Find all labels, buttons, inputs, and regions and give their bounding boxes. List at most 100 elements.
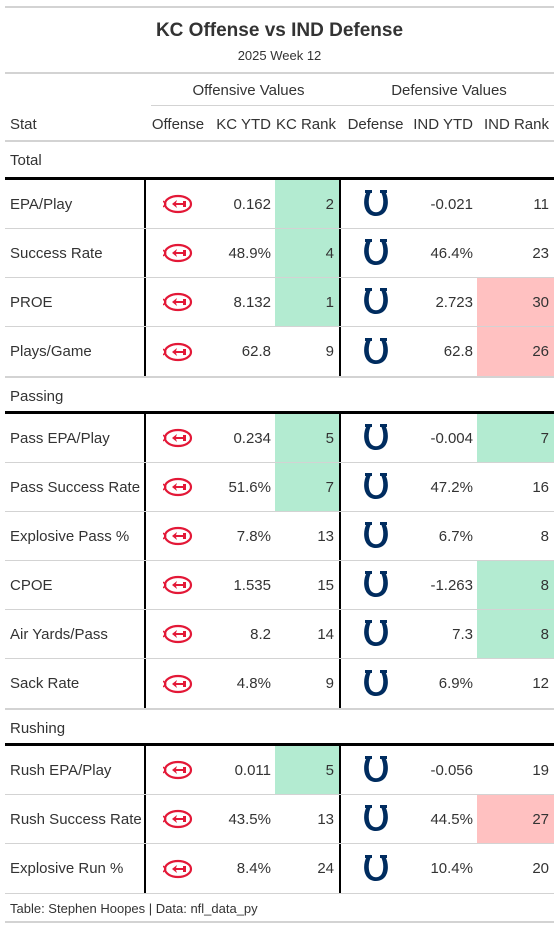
kc-rank-value: 5 (275, 414, 341, 462)
spanner-defensive-label: Defensive Values (391, 82, 507, 99)
ind-rank-value: 30 (477, 278, 554, 326)
ind-rank-value: 27 (477, 795, 554, 843)
kc-rank-value: 9 (275, 659, 341, 708)
kc-ytd-value: 62.8 (241, 343, 271, 360)
kc-rank-value: 15 (275, 561, 341, 609)
kc-rank-value: 1 (275, 278, 341, 326)
table-footer: Table: Stephen Hoopes | Data: nfl_data_p… (5, 893, 554, 923)
ind-ytd-value: 10.4% (430, 860, 473, 877)
ind-rank-value: 12 (532, 675, 549, 692)
table-row: Rush Success Rate 43.5% 13 44.5% 27 (5, 795, 554, 844)
chiefs-logo-icon (146, 659, 210, 708)
kc-rank-value: 9 (275, 327, 341, 376)
spanner-row: Offensive Values Defensive Values (5, 74, 554, 108)
chiefs-logo-icon (146, 561, 210, 609)
spanner-offensive-values: Offensive Values (151, 74, 346, 108)
ind-rank-value: 7 (477, 414, 554, 462)
table-row: Explosive Pass % 7.8% 13 6.7% 8 (5, 512, 554, 561)
ind-rank-value: 19 (532, 761, 549, 779)
kc-ytd-value: 0.011 (234, 761, 271, 779)
kc-ytd-value: 43.5% (228, 810, 271, 828)
stat-label: Sack Rate (5, 659, 146, 708)
stat-label: Pass Success Rate (5, 463, 146, 511)
kc-ytd-value: 0.162 (233, 195, 271, 213)
ind-rank-value: 8 (477, 561, 554, 609)
stat-label: EPA/Play (5, 180, 146, 228)
ind-rank-value: 20 (532, 860, 549, 877)
table-body: Total EPA/Play 0.162 2 -0.021 11 Success Rat… (5, 142, 554, 893)
group-row-rushing: Rushing (5, 708, 554, 746)
col-header-kc-rank: KC Rank (275, 115, 336, 133)
ind-rank-value: 16 (532, 478, 549, 496)
kc-rank-value: 13 (275, 795, 341, 843)
kc-ytd-value: 48.9% (228, 244, 271, 262)
colts-horseshoe-icon (341, 229, 410, 277)
ind-ytd-value: -0.056 (430, 761, 473, 779)
ind-rank-value: 8 (477, 610, 554, 658)
ind-rank-value: 8 (540, 527, 549, 545)
ind-ytd-value: -1.263 (430, 576, 473, 594)
chiefs-logo-icon (146, 512, 210, 560)
colts-horseshoe-icon (341, 180, 410, 228)
table-row: Pass Success Rate 51.6% 7 47.2% 16 (5, 463, 554, 512)
kc-ytd-value: 8.132 (233, 293, 271, 311)
colts-horseshoe-icon (341, 795, 410, 843)
ind-ytd-value: 62.8 (443, 343, 473, 360)
col-header-stat: Stat (10, 115, 37, 133)
ind-ytd-value: 47.2% (430, 478, 473, 496)
kc-ytd-value: 4.8% (236, 675, 271, 692)
stat-label: Explosive Run % (5, 844, 146, 893)
table-row: Success Rate 48.9% 4 46.4% 23 (5, 229, 554, 278)
ind-rank-value: 26 (477, 327, 554, 376)
colts-horseshoe-icon (341, 610, 410, 658)
stat-label: Air Yards/Pass (5, 610, 146, 658)
kc-rank-value: 14 (275, 610, 341, 658)
table-row: PROE 8.132 1 2.723 30 (5, 278, 554, 327)
stat-label: Rush Success Rate (5, 795, 146, 843)
table-title: KC Offense vs IND Defense (155, 20, 404, 41)
table-row: Rush EPA/Play 0.011 5 -0.056 19 (5, 746, 554, 795)
table-row: Explosive Run % 8.4% 24 10.4% 20 (5, 844, 554, 893)
ind-ytd-value: -0.004 (430, 429, 473, 447)
kc-rank-value: 13 (275, 512, 341, 560)
kc-rank-value: 24 (275, 844, 341, 893)
ind-rank-value: 11 (533, 195, 549, 213)
column-header-row: Stat Offense KC YTD KC Rank Defense IND … (5, 108, 554, 142)
stat-label: CPOE (5, 561, 146, 609)
kc-ytd-value: 8.4% (236, 860, 271, 877)
table-row: Sack Rate 4.8% 9 6.9% 12 (5, 659, 554, 708)
ind-ytd-value: 46.4% (430, 244, 473, 262)
chiefs-logo-icon (146, 180, 210, 228)
col-header-offense: Offense (151, 115, 205, 133)
chiefs-logo-icon (146, 795, 210, 843)
kc-rank-value: 5 (275, 746, 341, 794)
col-header-ind-ytd: IND YTD (413, 115, 473, 133)
spanner-offensive-label: Offensive Values (192, 82, 305, 99)
ind-ytd-value: 6.7% (438, 527, 473, 545)
chiefs-logo-icon (146, 229, 210, 277)
table-row: Air Yards/Pass 8.2 14 7.3 8 (5, 610, 554, 659)
colts-horseshoe-icon (341, 746, 410, 794)
ind-ytd-value: 2.723 (435, 293, 473, 311)
kc-ytd-value: 7.8% (236, 527, 271, 545)
chiefs-logo-icon (146, 610, 210, 658)
stat-label: Plays/Game (5, 327, 146, 376)
kc-rank-value: 2 (275, 180, 341, 228)
chiefs-logo-icon (146, 746, 210, 794)
chiefs-logo-icon (146, 463, 210, 511)
table-subtitle: 2025 Week 12 (237, 48, 322, 63)
stat-label: Pass EPA/Play (5, 414, 146, 462)
kc-rank-value: 4 (275, 229, 341, 277)
kc-ytd-value: 8.2 (250, 625, 271, 643)
group-row-total: Total (5, 142, 554, 180)
ind-ytd-value: -0.021 (430, 195, 473, 213)
chiefs-logo-icon (146, 327, 210, 376)
ind-ytd-value: 44.5% (430, 810, 473, 828)
colts-horseshoe-icon (341, 278, 410, 326)
colts-horseshoe-icon (341, 512, 410, 560)
table-row: Pass EPA/Play 0.234 5 -0.004 7 (5, 414, 554, 463)
table-row: Plays/Game 62.8 9 62.8 26 (5, 327, 554, 376)
colts-horseshoe-icon (341, 659, 410, 708)
ind-ytd-value: 6.9% (438, 675, 473, 692)
colts-horseshoe-icon (341, 844, 410, 893)
